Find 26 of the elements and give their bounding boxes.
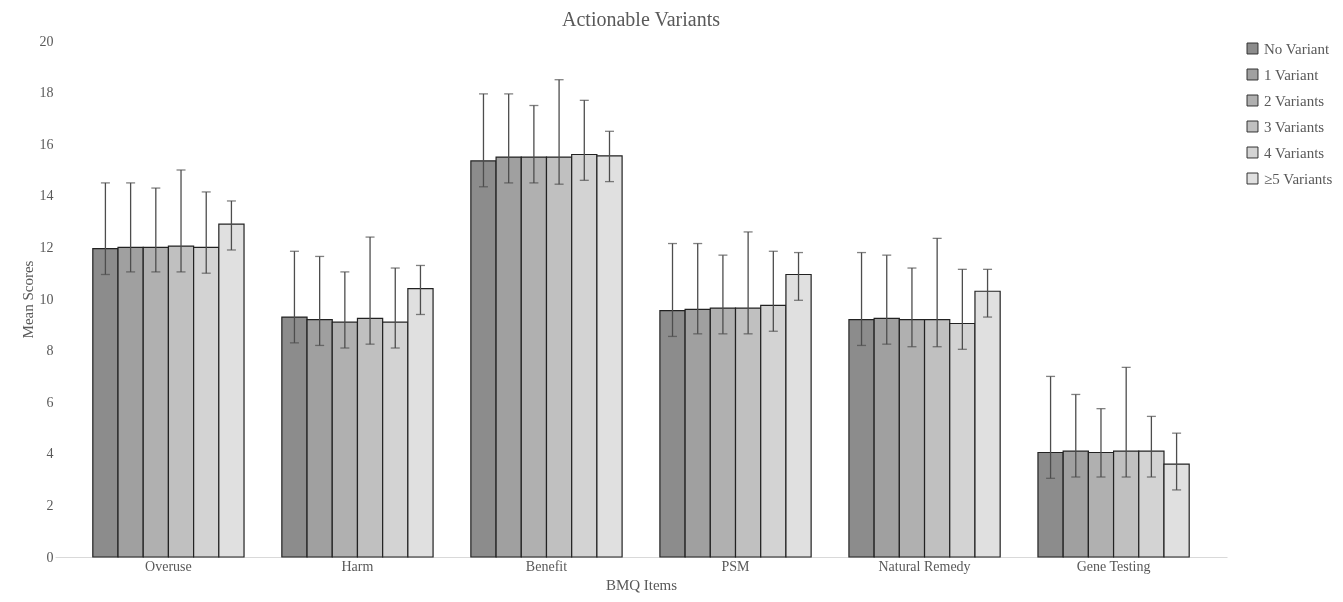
legend-label: 3 Variants [1264,118,1325,135]
y-tick-label: 12 [39,239,54,255]
x-tick-label: PSM [721,558,751,574]
legend-label: 4 Variants [1264,144,1325,161]
chart-title: Actionable Variants [562,8,721,30]
legend-label: No Variant [1264,40,1330,57]
x-tick-label: Natural Remedy [878,558,971,574]
y-tick-label: 16 [39,136,54,152]
x-tick-label: Overuse [145,558,192,574]
legend-label: 1 Variant [1264,66,1320,83]
y-tick-label: 18 [39,85,54,101]
x-tick-label: Harm [341,558,374,574]
x-axis-title: BMQ Items [605,576,678,593]
y-tick-label: 0 [46,549,54,565]
y-axis-title: Mean Scores [19,260,36,339]
y-tick-label: 14 [39,188,54,204]
y-tick-label: 20 [39,33,54,49]
legend-label: ≥5 Variants [1264,170,1333,187]
x-tick-label: Gene Testing [1076,558,1151,574]
y-tick-label: 10 [39,291,54,307]
y-tick-label: 8 [46,343,54,359]
y-tick-label: 2 [46,497,54,513]
y-tick-label: 4 [46,446,54,462]
y-tick-label: 6 [46,394,54,410]
legend-label: 2 Variants [1264,92,1325,109]
x-tick-label: Benefit [525,558,568,574]
